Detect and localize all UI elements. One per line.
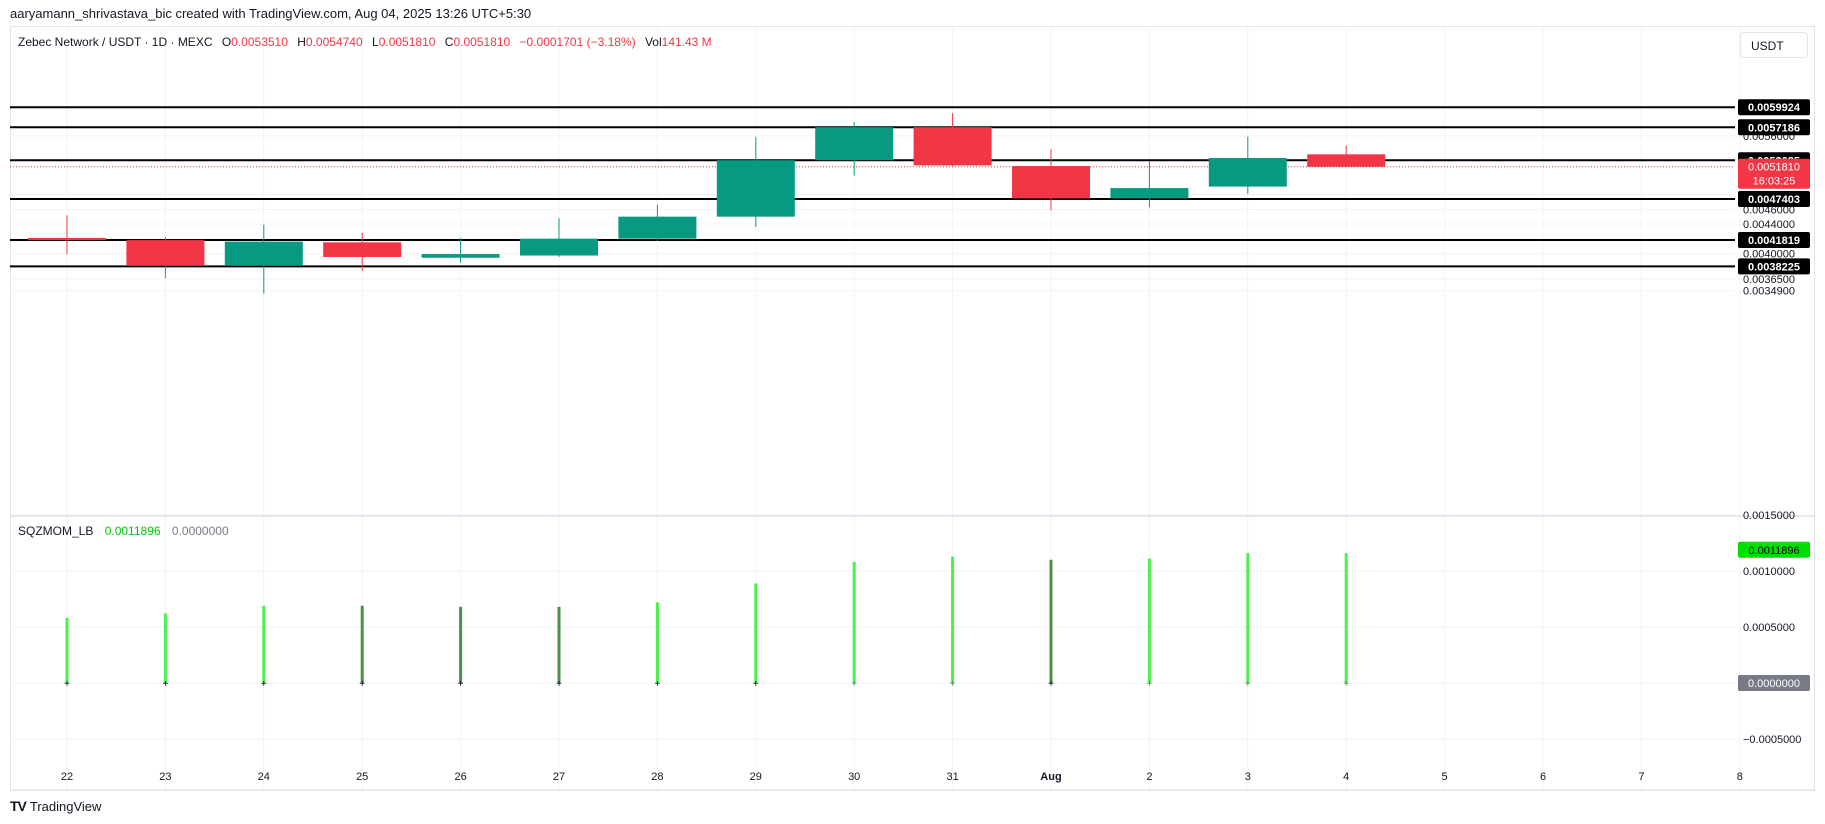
squeeze-dot-marker: +: [851, 679, 857, 690]
low-value: 0.0051810: [378, 35, 436, 49]
last-price-tag: [1738, 158, 1810, 189]
squeeze-dot-marker: +: [261, 679, 267, 690]
level-price-label: 0.0057186: [1748, 122, 1800, 134]
zero-value-label: 0.0000000: [1748, 678, 1800, 690]
x-tick-label: 27: [553, 771, 565, 783]
price-tick-label: 0.0046000: [1743, 204, 1795, 216]
candle-body: [421, 254, 500, 258]
level-price-label: 0.0047403: [1748, 194, 1800, 206]
price-tick-label: 0.0040000: [1743, 248, 1795, 260]
x-tick-label: 28: [651, 771, 663, 783]
price-tick-label: 0.0034900: [1743, 286, 1795, 298]
candle-body: [126, 240, 205, 266]
change-value: −0.0001701 (−3.18%): [519, 35, 636, 49]
price-tick-label: 0.0036500: [1743, 274, 1795, 286]
squeeze-dot-marker: +: [458, 679, 464, 690]
indicator-value-label: 0.0011896: [1748, 545, 1799, 557]
x-tick-label: 3: [1245, 771, 1251, 783]
squeeze-dot-marker: +: [950, 679, 956, 690]
indicator-value: 0.0011896: [104, 524, 161, 538]
last-price-label: 0.0051810: [1748, 162, 1800, 174]
footer-brand[interactable]: TV TradingView: [10, 798, 101, 814]
level-price-tag: [1738, 258, 1810, 275]
x-tick-label: 24: [258, 771, 270, 783]
close-value: 0.0051810: [453, 35, 511, 49]
volume-label: Vol: [644, 35, 662, 49]
candle-body: [520, 238, 598, 256]
squeeze-dot-marker: +: [1048, 679, 1054, 690]
candle-body: [913, 127, 992, 166]
volume-value: 141.43 M: [661, 35, 712, 49]
candle-body: [1012, 166, 1090, 199]
x-tick-label: 2: [1146, 771, 1152, 783]
price-tick-label: 0.0044000: [1743, 219, 1795, 231]
x-tick-label: 29: [750, 771, 762, 783]
countdown-label: 16:03:25: [1753, 176, 1796, 188]
candle-body: [1208, 157, 1287, 187]
currency-button[interactable]: USDT: [1740, 32, 1808, 58]
x-tick-label: 30: [848, 771, 860, 783]
x-tick-label: 22: [61, 771, 73, 783]
level-price-tag: [1738, 191, 1810, 208]
high-value: 0.0054740: [305, 35, 363, 49]
squeeze-dot-marker: +: [1146, 679, 1152, 690]
x-tick-label: 7: [1638, 771, 1644, 783]
indicator-name: SQZMOM_LB: [18, 524, 94, 538]
squeeze-dot-marker: +: [64, 679, 70, 690]
squeeze-dot-marker: +: [753, 679, 759, 690]
indicator-tick-label: 0.0015000: [1743, 510, 1795, 522]
candle-body: [1307, 154, 1386, 167]
level-price-tag: [1738, 231, 1810, 248]
symbol-name: Zebec Network / USDT · 1D · MEXC: [18, 35, 213, 49]
squeeze-dot-marker: +: [654, 679, 660, 690]
x-tick-label: 8: [1737, 771, 1743, 783]
x-tick-label: 4: [1343, 771, 1349, 783]
squeeze-dot-marker: +: [556, 679, 562, 690]
x-tick-label: 23: [159, 771, 171, 783]
indicator-value-tag: [1738, 541, 1810, 558]
low-label: L: [372, 35, 379, 49]
x-tick-label: 6: [1540, 771, 1546, 783]
tradingview-logo-icon: TV: [10, 798, 27, 814]
candle-body: [1110, 188, 1189, 199]
level-price-label: 0.0041819: [1748, 235, 1800, 247]
candle-body: [815, 127, 894, 161]
candle-body: [323, 242, 402, 257]
level-price-label: 0.0038225: [1748, 261, 1800, 273]
zero-value-tag: [1738, 675, 1810, 691]
squeeze-dot-marker: +: [162, 679, 168, 690]
level-price-label: 0.0059924: [1748, 102, 1801, 114]
indicator-tick-label: 0.0005000: [1743, 622, 1795, 634]
indicator-legend: SQZMOM_LB 0.0011896 0.0000000: [18, 524, 229, 538]
indicator-tick-label: 0.0010000: [1743, 566, 1795, 578]
x-tick-label: 26: [454, 771, 466, 783]
squeeze-dot-marker: +: [1245, 679, 1251, 690]
candle-body: [224, 241, 303, 266]
squeeze-dot-marker: +: [1343, 679, 1349, 690]
open-label: O: [221, 35, 232, 49]
indicator-tick-label: −0.0005000: [1743, 734, 1801, 746]
open-value: 0.0053510: [231, 35, 288, 49]
candle-body: [716, 160, 795, 217]
close-label: C: [444, 35, 454, 49]
x-tick-label: 25: [356, 771, 368, 783]
chart-credit: aaryamann_shrivastava_bic created with T…: [10, 6, 532, 21]
high-label: H: [297, 35, 306, 49]
candle-body: [618, 216, 697, 239]
indicator-zero: 0.0000000: [171, 524, 229, 538]
x-tick-label: Aug: [1040, 771, 1061, 783]
squeeze-dot-marker: +: [359, 679, 365, 690]
x-tick-label: 31: [946, 771, 958, 783]
level-price-tag: [1738, 99, 1810, 116]
x-tick-label: 5: [1442, 771, 1448, 783]
candle-body: [28, 237, 106, 241]
symbol-legend: Zebec Network / USDT · 1D · MEXC O0.0053…: [18, 35, 712, 49]
brand-name: TradingView: [29, 798, 102, 814]
level-price-tag: [1738, 119, 1810, 136]
